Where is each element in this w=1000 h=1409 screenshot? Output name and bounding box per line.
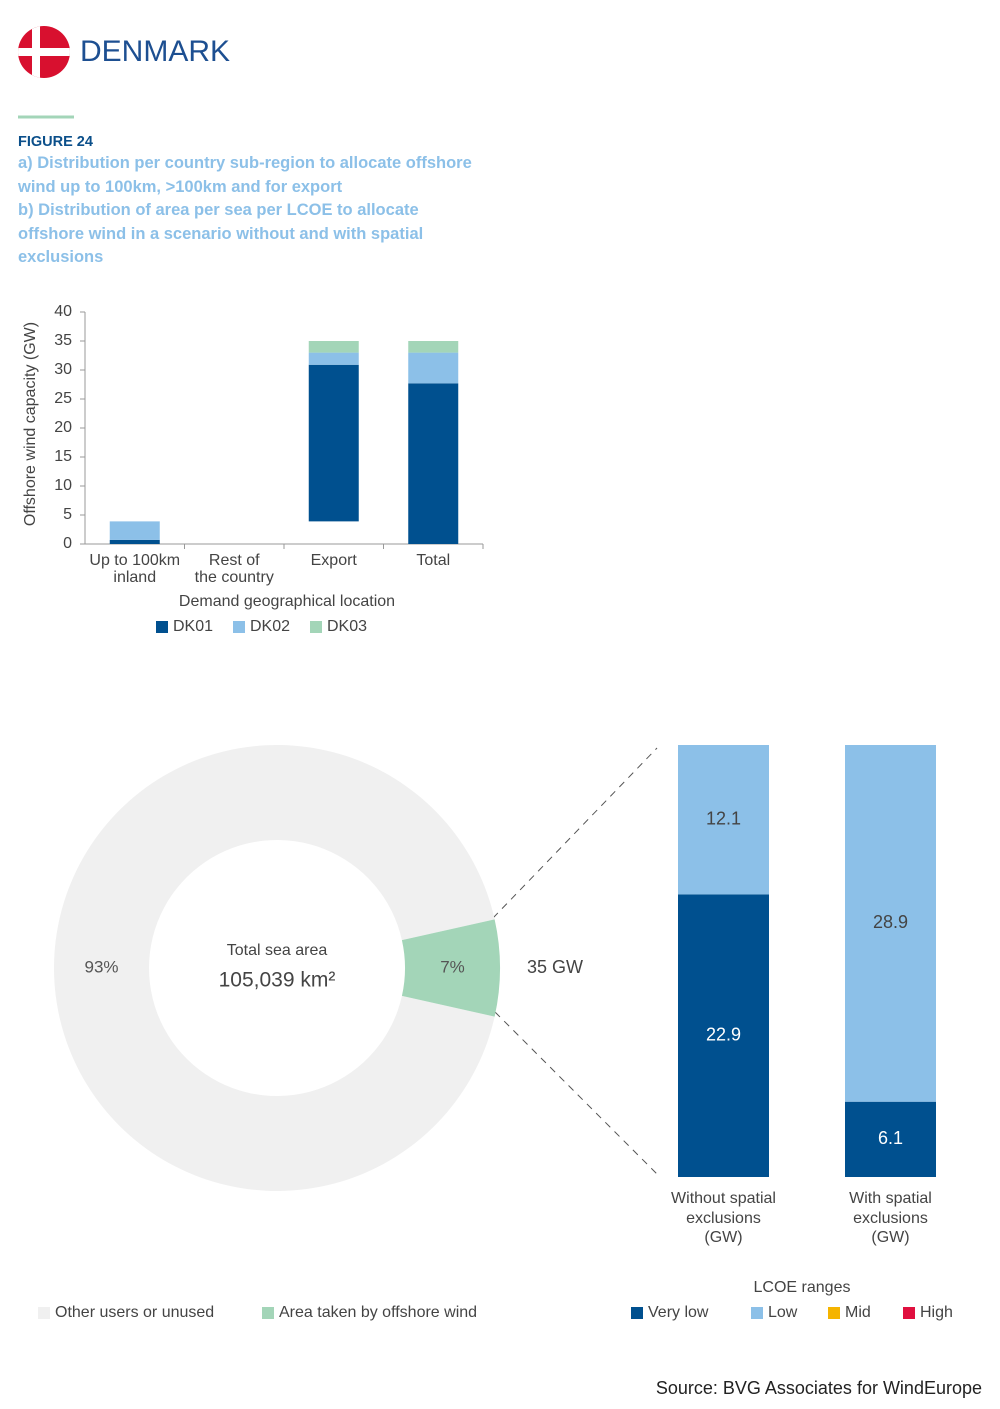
- legend-label: High: [920, 1304, 953, 1321]
- bar-segment: [308, 352, 359, 365]
- bar-segment: [308, 341, 359, 353]
- legend-swatch: [631, 1307, 643, 1319]
- center-label: Total sea area: [227, 942, 328, 959]
- legend-swatch: [903, 1307, 915, 1319]
- figure-label: FIGURE 24: [18, 134, 93, 150]
- bar-segment: [109, 521, 160, 540]
- y-tick-label: 10: [54, 477, 72, 494]
- annotation: 35 GW: [527, 957, 583, 977]
- bar-segment: [109, 539, 160, 544]
- x-axis-title: Demand geographical location: [179, 593, 395, 610]
- value-label: 28.9: [873, 912, 908, 932]
- caption: b) Distribution of area per sea per LCOE…: [18, 201, 424, 266]
- legend-label: Very low: [648, 1304, 709, 1321]
- y-tick-label: 30: [54, 361, 72, 378]
- y-tick-label: 25: [54, 390, 72, 407]
- slice-label: 93%: [84, 957, 118, 976]
- donut-slice: [54, 745, 495, 1191]
- x-tick-label: Up to 100km inland: [89, 552, 181, 586]
- legend-swatch: [233, 621, 245, 633]
- legend-swatch: [828, 1307, 840, 1319]
- legend-label: DK01: [173, 618, 213, 635]
- donut-slice: [401, 919, 500, 1017]
- y-axis-title: Offshore wind capacity (GW): [22, 322, 39, 526]
- y-tick-label: 0: [63, 535, 72, 552]
- x-tick-label: Total: [416, 552, 451, 569]
- legend-label: Mid: [845, 1304, 871, 1321]
- bar-segment: [678, 894, 769, 1177]
- legend-swatch: [262, 1307, 274, 1319]
- country-title: DENMARK: [80, 35, 230, 68]
- legend-swatch: [751, 1307, 763, 1319]
- caption: a) Distribution per country sub-region t…: [18, 154, 472, 196]
- slice-label: 7%: [440, 957, 465, 976]
- y-tick-label: 15: [54, 448, 72, 465]
- legend-label: DK02: [250, 618, 290, 635]
- value-label: 6.1: [878, 1128, 903, 1148]
- bar-segment: [408, 383, 459, 544]
- connector: [492, 747, 658, 919]
- y-tick-label: 40: [54, 303, 72, 320]
- y-tick-label: 5: [63, 506, 72, 523]
- legend-label: Low: [768, 1304, 798, 1321]
- source: Source: BVG Associates for WindEurope: [655, 1378, 982, 1398]
- flag: [18, 26, 70, 78]
- x-tick-label: Rest of the country: [194, 552, 274, 586]
- value-label: 22.9: [706, 1024, 741, 1044]
- legend-title: LCOE ranges: [754, 1279, 851, 1296]
- legend-swatch: [38, 1307, 50, 1319]
- y-tick-label: 20: [54, 419, 72, 436]
- y-tick-label: 35: [54, 332, 72, 349]
- bar-segment: [845, 1101, 936, 1177]
- connector: [494, 1011, 661, 1178]
- bar-segment: [678, 745, 769, 895]
- bar-segment: [308, 364, 359, 522]
- center-value: 105,039 km²: [219, 969, 336, 992]
- bar-segment: [408, 352, 459, 384]
- x-tick-label: Without spatial exclusions (GW): [671, 1190, 776, 1246]
- bar-segment: [408, 341, 459, 353]
- x-tick-label: With spatial exclusions (GW): [849, 1190, 932, 1246]
- legend-label: Area taken by offshore wind: [279, 1304, 477, 1321]
- legend-swatch: [156, 621, 168, 633]
- x-tick-label: Export: [310, 552, 357, 569]
- legend-label: Other users or unused: [55, 1304, 214, 1321]
- legend-swatch: [310, 621, 322, 633]
- value-label: 12.1: [706, 808, 741, 828]
- bar-segment: [845, 745, 936, 1102]
- legend-label: DK03: [327, 618, 367, 635]
